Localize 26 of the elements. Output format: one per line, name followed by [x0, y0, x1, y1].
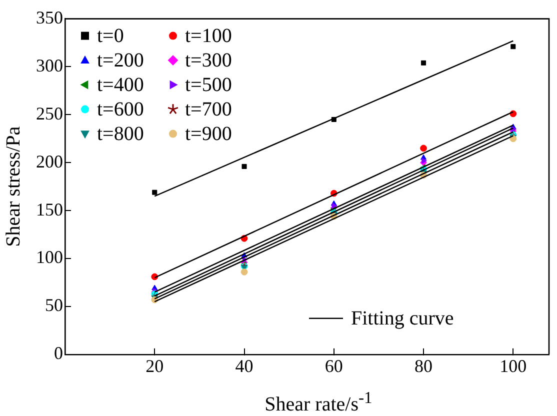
y-tick-label: 0 [54, 343, 63, 364]
x-tick-label: 20 [146, 356, 164, 376]
legend-label: t=400 [97, 74, 144, 96]
x-tick-label: 100 [500, 356, 527, 376]
legend-label: t=700 [185, 98, 232, 121]
y-tick-label: 300 [36, 55, 63, 76]
y-tick-label: 50 [45, 295, 63, 316]
x-tick-label: 60 [324, 356, 343, 376]
y-tick-label: 200 [36, 151, 63, 172]
legend-label: t=0 [97, 25, 124, 48]
x-tick-label: 80 [414, 356, 433, 376]
x-tick-label: 40 [235, 356, 254, 376]
legend-label: t=600 [97, 98, 144, 121]
legend-label: t=900 [185, 123, 232, 146]
legend-label: Fitting curve [351, 308, 454, 330]
y-tick-label: 100 [36, 247, 63, 268]
y-tick-label: 150 [36, 199, 63, 220]
legend-label: t=300 [185, 50, 232, 72]
legend-label: t=200 [97, 50, 144, 72]
legend-label: t=800 [97, 123, 144, 146]
legend-label: t=100 [185, 25, 232, 48]
y-tick-label: 350 [36, 8, 63, 28]
y-tick-label: 250 [36, 103, 63, 124]
y-axis-title: Shear stress/Pa [2, 126, 24, 247]
x-axis-title: Shear rate/s$^{-1}$ [264, 388, 374, 416]
legend-label: t=500 [185, 74, 232, 96]
